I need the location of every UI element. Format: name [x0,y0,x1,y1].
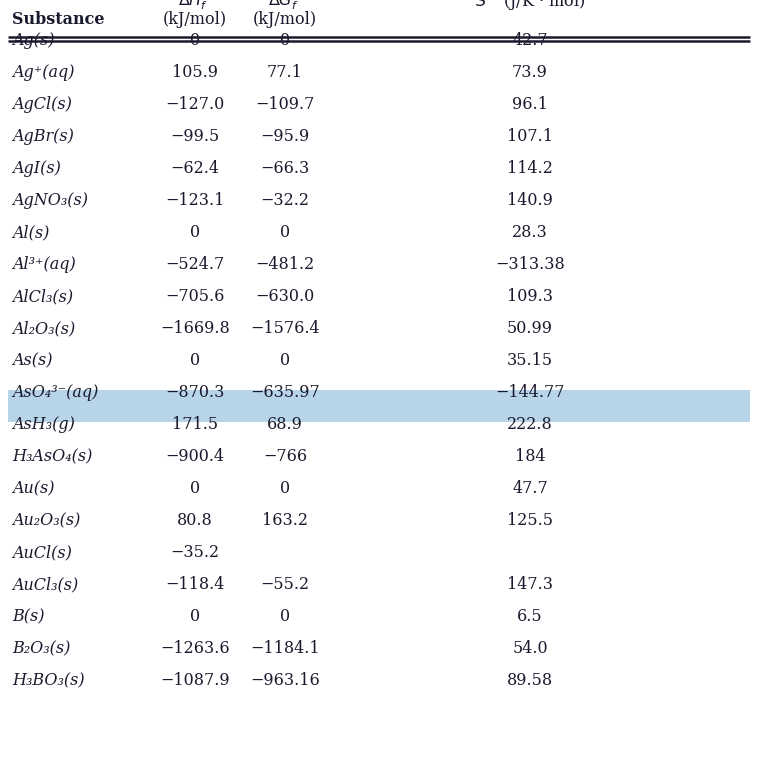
Bar [8,389,750,421]
Text: −900.4: −900.4 [165,448,224,465]
Text: −1576.4: −1576.4 [250,321,320,337]
Text: −99.5: −99.5 [171,128,220,145]
Text: 35.15: 35.15 [507,353,553,369]
Text: −1263.6: −1263.6 [160,640,230,658]
Text: AuCl(s): AuCl(s) [12,544,72,561]
Text: 89.58: 89.58 [507,673,553,689]
Text: AlCl₃(s): AlCl₃(s) [12,289,73,305]
Text: H₃AsO₄(s): H₃AsO₄(s) [12,448,92,465]
Text: AsO₄³⁻(aq): AsO₄³⁻(aq) [12,384,99,401]
Text: Substance: Substance [12,11,105,28]
Text: −1184.1: −1184.1 [250,640,320,658]
Text: −32.2: −32.2 [261,192,309,210]
Text: 222.8: 222.8 [507,416,553,433]
Text: AgI(s): AgI(s) [12,160,61,178]
Text: −127.0: −127.0 [165,96,224,113]
Text: −1669.8: −1669.8 [160,321,230,337]
Text: −62.4: −62.4 [171,160,220,178]
Text: −35.2: −35.2 [171,544,220,561]
Text: 125.5: 125.5 [507,512,553,529]
Text: AgCl(s): AgCl(s) [12,96,72,113]
Text: 107.1: 107.1 [507,128,553,145]
Text: 171.5: 171.5 [172,416,218,433]
Text: 0: 0 [280,480,290,497]
Text: 0: 0 [280,353,290,369]
Text: 47.7: 47.7 [512,480,548,497]
Text: H₃BO₃(s): H₃BO₃(s) [12,673,85,689]
Text: −144.77: −144.77 [495,384,565,401]
Text: 0: 0 [190,480,200,497]
Text: −481.2: −481.2 [255,256,315,273]
Text: −870.3: −870.3 [165,384,224,401]
Text: −313.38: −313.38 [495,256,565,273]
Text: −118.4: −118.4 [165,576,224,594]
Text: 0: 0 [190,224,200,242]
Text: −55.2: −55.2 [261,576,309,594]
Text: 140.9: 140.9 [507,192,553,210]
Text: −66.3: −66.3 [261,160,309,178]
Text: 73.9: 73.9 [512,64,548,81]
Text: $\Delta G_f^\circ$: $\Delta G_f^\circ$ [268,0,302,12]
Text: 80.8: 80.8 [177,512,213,529]
Text: −963.16: −963.16 [250,673,320,689]
Text: 0: 0 [190,353,200,369]
Text: $\Delta H_f^\circ$: $\Delta H_f^\circ$ [178,0,211,12]
Text: −109.7: −109.7 [255,96,315,113]
Text: AsH₃(g): AsH₃(g) [12,416,75,433]
Text: −630.0: −630.0 [255,289,315,305]
Text: 28.3: 28.3 [512,224,548,242]
Text: 68.9: 68.9 [267,416,303,433]
Text: 6.5: 6.5 [517,608,543,626]
Text: 42.7: 42.7 [512,32,548,49]
Text: 0: 0 [280,32,290,49]
Text: 163.2: 163.2 [262,512,308,529]
Text: 184: 184 [515,448,545,465]
Text: −524.7: −524.7 [165,256,224,273]
Text: −705.6: −705.6 [165,289,224,305]
Text: Ag(s): Ag(s) [12,32,55,49]
Text: B(s): B(s) [12,608,45,626]
Text: As(s): As(s) [12,353,52,369]
Text: −1087.9: −1087.9 [160,673,230,689]
Text: AuCl₃(s): AuCl₃(s) [12,576,78,594]
Text: AgBr(s): AgBr(s) [12,128,74,145]
Text: 105.9: 105.9 [172,64,218,81]
Text: (kJ/mol): (kJ/mol) [163,11,227,28]
Text: Al₂O₃(s): Al₂O₃(s) [12,321,75,337]
Text: Au(s): Au(s) [12,480,55,497]
Text: 96.1: 96.1 [512,96,548,113]
Text: −766: −766 [263,448,307,465]
Text: 109.3: 109.3 [507,289,553,305]
Text: −635.97: −635.97 [250,384,320,401]
Text: B₂O₃(s): B₂O₃(s) [12,640,70,658]
Text: 147.3: 147.3 [507,576,553,594]
Text: 77.1: 77.1 [267,64,303,81]
Text: 50.99: 50.99 [507,321,553,337]
Text: 0: 0 [280,224,290,242]
Text: 54.0: 54.0 [512,640,548,658]
Text: Au₂O₃(s): Au₂O₃(s) [12,512,80,529]
Text: −123.1: −123.1 [165,192,224,210]
Text: $S^\circ$ (J/K $\cdot$ mol): $S^\circ$ (J/K $\cdot$ mol) [475,0,585,12]
Text: (kJ/mol): (kJ/mol) [253,11,317,28]
Text: Ag⁺(aq): Ag⁺(aq) [12,64,74,81]
Text: Al(s): Al(s) [12,224,49,242]
Text: 0: 0 [190,608,200,626]
Text: −95.9: −95.9 [261,128,309,145]
Text: Al³⁺(aq): Al³⁺(aq) [12,256,76,273]
Text: 114.2: 114.2 [507,160,553,178]
Text: AgNO₃(s): AgNO₃(s) [12,192,88,210]
Text: 0: 0 [280,608,290,626]
Text: 0: 0 [190,32,200,49]
